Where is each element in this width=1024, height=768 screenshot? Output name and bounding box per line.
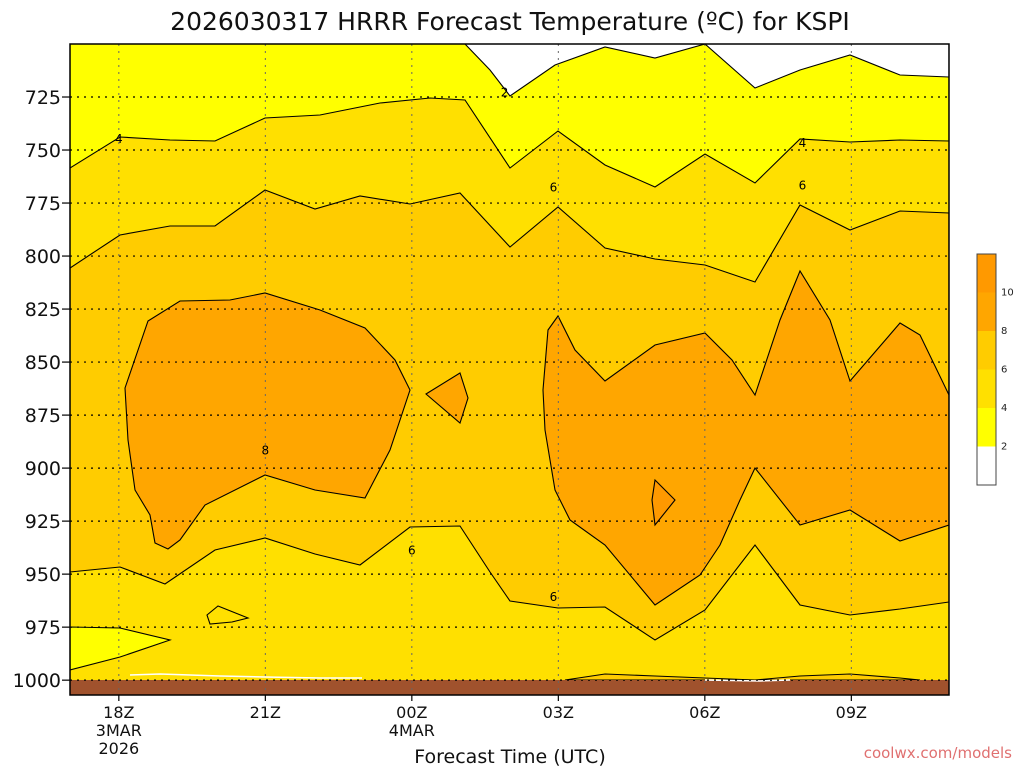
contour-label-2-0: 2: [501, 85, 509, 99]
x-tick-date-18Z: 3MAR: [96, 721, 142, 740]
contour-label-4-2: 4: [799, 136, 807, 150]
x-tick-year-18Z: 2026: [98, 739, 139, 758]
band-6-8-bottom: [564, 673, 921, 681]
colorbar-label-8: 8: [1001, 326, 1007, 337]
colorbar-swatch-5: [977, 254, 996, 293]
y-tick-label-775: 775: [25, 193, 61, 215]
colorbar-swatch-4: [977, 292, 996, 331]
x-tick-label-03Z: 03Z: [543, 703, 574, 722]
colorbar-label-2: 2: [1001, 442, 1007, 453]
band-2-4-lower: [70, 626, 172, 695]
temperature-field: [70, 44, 949, 695]
y-tick-label-925: 925: [25, 511, 61, 533]
x-tick-label-00Z: 00Z: [396, 703, 427, 722]
plot-frame: [69, 43, 950, 696]
colorbar-swatch-2: [977, 369, 996, 408]
contour-label-8-5: 8: [262, 444, 270, 458]
contour-label-4-1: 4: [115, 132, 123, 146]
y-tick-label-875: 875: [25, 405, 61, 427]
colorbar-frame: [976, 253, 997, 486]
chart-title: 2026030317 HRRR Forecast Temperature (ºC…: [170, 7, 850, 36]
y-tick-label-725: 725: [25, 87, 61, 109]
band-8-10-left: [124, 292, 411, 550]
colorbar-swatch-0: [977, 446, 996, 485]
contour-label-6-7: 6: [550, 590, 558, 604]
colorbar-swatch-1: [977, 408, 996, 447]
band-above-10: [651, 478, 676, 527]
contour-labels: 2 4 4 6 6 8 6 6: [115, 85, 806, 604]
y-tick-label-1000: 1000: [13, 670, 61, 692]
band-below-2: [464, 44, 949, 97]
colorbar-label-4: 4: [1001, 403, 1007, 414]
surface-band: [70, 680, 949, 695]
x-tick-date-00Z: 4MAR: [389, 721, 435, 740]
y-tick-label-900: 900: [25, 458, 61, 480]
x-tick-label-18Z: 18Z: [103, 703, 134, 722]
x-tick-label-06Z: 06Z: [689, 703, 720, 722]
x-axis-label: Forecast Time (UTC): [414, 746, 605, 768]
surface-edge: [129, 673, 791, 682]
y-tick-label-800: 800: [25, 246, 61, 268]
colorbar: 2 4 6 8 10: [976, 253, 1014, 486]
y-tick-label-850: 850: [25, 352, 61, 374]
colorbar-swatch-3: [977, 331, 996, 370]
y-tick-label-825: 825: [25, 299, 61, 321]
y-tick-label-750: 750: [25, 140, 61, 162]
colorbar-label-6: 6: [1001, 365, 1007, 376]
credit-link[interactable]: coolwx.com/models: [864, 744, 1012, 762]
y-tick-label-950: 950: [25, 564, 61, 586]
y-axis: 725 750 775 800 825 850 875 900 925 950 975 1000: [13, 87, 70, 692]
x-tick-label-21Z: 21Z: [250, 703, 281, 722]
band-4-6-pocket: [206, 605, 250, 625]
y-tick-label-975: 975: [25, 617, 61, 639]
x-tick-label-09Z: 09Z: [836, 703, 867, 722]
colorbar-label-10: 10: [1001, 288, 1014, 299]
contour-label-6-4: 6: [799, 179, 807, 193]
contour-label-6-3: 6: [550, 181, 558, 195]
band-8-10-small: [425, 372, 469, 424]
contour-label-6-6: 6: [408, 543, 416, 557]
